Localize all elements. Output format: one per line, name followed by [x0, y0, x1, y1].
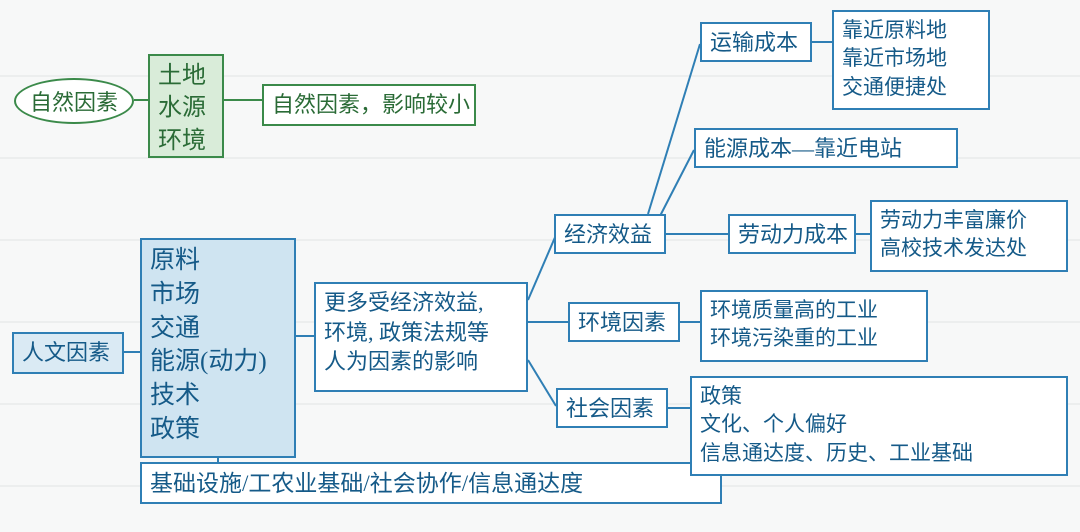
edge [528, 360, 556, 406]
node-hum_list: 原料 市场 交通 能源(动力) 技术 政策 [140, 238, 296, 458]
node-labor_det: 劳动力丰富廉价 高校技术发达处 [870, 200, 1068, 272]
node-soc: 社会因素 [556, 388, 668, 428]
edge [660, 150, 694, 216]
node-trans: 运输成本 [700, 22, 812, 62]
node-env: 环境因素 [568, 302, 680, 342]
node-hum_root: 人文因素 [12, 332, 124, 374]
node-trans_det: 靠近原料地 靠近市场地 交通便捷处 [832, 10, 990, 110]
node-soc_det: 政策 文化、个人偏好 信息通达度、历史、工业基础 [690, 376, 1068, 476]
node-nat_list: 土地 水源 环境 [148, 54, 224, 158]
node-hum_mid: 更多受经济效益, 环境, 政策法规等 人为因素的影响 [314, 282, 528, 392]
edge [648, 44, 700, 214]
node-labor: 劳动力成本 [728, 214, 856, 254]
node-env_det: 环境质量高的工业 环境污染重的工业 [700, 290, 928, 362]
node-hum_foot: 基础设施/工农业基础/社会协作/信息通达度 [140, 462, 722, 504]
node-nat_root: 自然因素 [14, 78, 134, 124]
node-nat_note: 自然因素，影响较小 [262, 84, 476, 126]
edge [528, 235, 556, 300]
node-econ: 经济效益 [554, 214, 666, 254]
node-energy: 能源成本—靠近电站 [694, 128, 958, 168]
